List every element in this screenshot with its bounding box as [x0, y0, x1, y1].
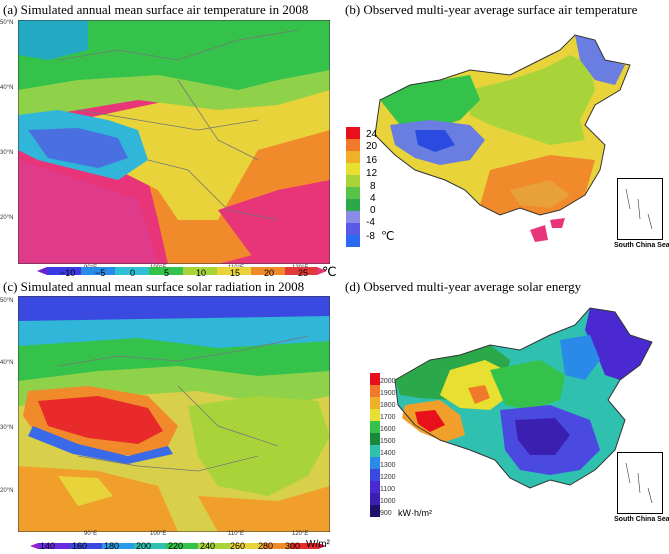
panel-b-legend-label: 4 [370, 193, 376, 204]
panel-c-lat-40: 40°N [0, 360, 14, 366]
panel-a-colorbar [37, 262, 327, 275]
panel-b-legend-label: 20 [366, 141, 378, 152]
panel-a-lat-40: 40°N [0, 85, 14, 91]
panel-d-legend-label: 1400 [380, 450, 396, 457]
panel-a-title: (a) Simulated annual mean surface air te… [3, 2, 309, 17]
panel-c-map [18, 296, 330, 532]
panel-b-legend-label: 24 [366, 129, 378, 140]
panel-a-cb-tick: 20 [264, 268, 275, 278]
panel-a-cb-tick: −10 [60, 268, 76, 278]
panel-d-map [390, 300, 665, 510]
panel-d-legend-label: 1700 [380, 414, 396, 421]
panel-d-legend-label: 1000 [380, 498, 396, 505]
panel-c-lat-30: 30°N [0, 425, 14, 431]
panel-c-lon-110: 110°E [228, 531, 244, 537]
panel-b-legend-label: 16 [366, 155, 378, 166]
panel-c-cb-tick: 220 [168, 541, 184, 551]
panel-b-inset-label: South China Sea [614, 242, 669, 249]
panel-d-inset [617, 452, 663, 514]
panel-a-cb-tick: 15 [230, 268, 241, 278]
panel-c-cb-tick: 240 [200, 541, 216, 551]
panel-a-cb-tick: 0 [130, 268, 136, 278]
panel-c-cb-tick: 280 [258, 541, 274, 551]
panel-d-legend-label: 1100 [380, 486, 396, 493]
panel-b-unit: ℃ [381, 229, 395, 243]
panel-c-unit: W/m² [306, 539, 330, 550]
panel-a-lat-50: 50°N [0, 20, 14, 26]
panel-d-legend-swatches [370, 373, 380, 517]
panel-c-cb-tick: 140 [40, 541, 56, 551]
panel-b-legend-label: 0 [370, 205, 376, 216]
panel-b-legend-label: 12 [366, 168, 378, 179]
panel-d-legend-label: 1800 [380, 402, 396, 409]
panel-d-legend-label: 1200 [380, 474, 396, 481]
panel-b-inset [617, 178, 663, 240]
panel-a-map [18, 20, 330, 264]
panel-c-lon-90: 90°E [84, 531, 98, 537]
panel-a-cb-tick: 10 [196, 268, 207, 278]
panel-a-cb-tick: 5 [164, 268, 170, 278]
panel-a-cb-tick: −5 [95, 268, 106, 278]
panel-d-inset-label: South China Sea [614, 516, 669, 523]
panel-c-cb-tick: 300 [285, 541, 301, 551]
panel-c-cb-tick: 260 [230, 541, 246, 551]
panel-c-cb-tick: 200 [136, 541, 152, 551]
panel-c-cb-tick: 160 [72, 541, 88, 551]
panel-c-colorbar [30, 536, 326, 549]
panel-d-legend-label: 1500 [380, 438, 396, 445]
panel-d-legend-label: 1300 [380, 462, 396, 469]
panel-d-unit: kW·h/m² [398, 508, 432, 518]
panel-a-lat-20: 20°N [0, 215, 14, 221]
panel-d-legend-label: 2000 [380, 378, 396, 385]
panel-d-title: (d) Observed multi-year average solar en… [345, 279, 582, 294]
panel-d-legend-label: 1600 [380, 426, 396, 433]
panel-a-unit: ℃ [322, 264, 337, 279]
panel-a-lat-30: 30°N [0, 150, 14, 156]
panel-d-legend-label: 900 [380, 510, 392, 517]
panel-a-cb-tick: 25 [298, 268, 309, 278]
panel-c-title: (c) Simulated annual mean surface solar … [3, 279, 305, 294]
panel-c-lat-20: 20°N [0, 488, 14, 494]
panel-c-cb-tick: 180 [104, 541, 120, 551]
panel-b-legend-swatches [346, 127, 360, 247]
panel-c-lon-120: 120°E [292, 531, 309, 537]
panel-b-map [370, 30, 665, 265]
panel-b-legend-label: -8 [366, 231, 375, 242]
panel-b-title: (b) Observed multi-year average surface … [345, 2, 638, 17]
panel-b-legend-label: 8 [370, 181, 376, 192]
panel-c-lat-50: 50°N [0, 298, 14, 304]
panel-d-legend-label: 1900 [380, 390, 396, 397]
panel-c-lon-100: 100°E [150, 531, 167, 537]
panel-b-legend-label: -4 [366, 217, 375, 228]
